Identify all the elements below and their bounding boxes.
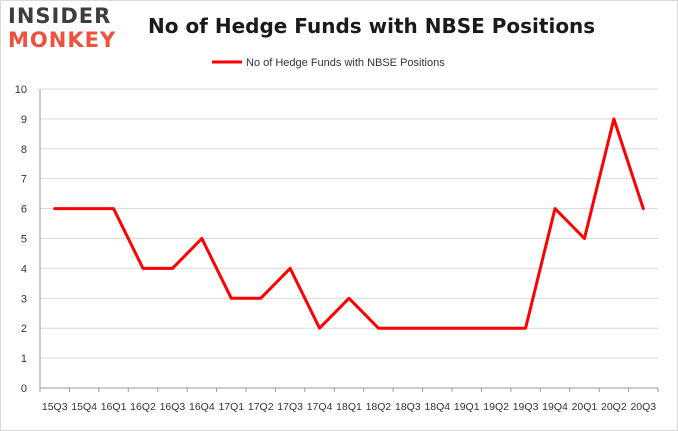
x-tick-label: 18Q2: [366, 401, 392, 413]
x-tick-label: 15Q4: [71, 401, 97, 413]
legend-label: No of Hedge Funds with NBSE Positions: [246, 57, 445, 69]
x-tick-label: 18Q4: [424, 401, 450, 413]
x-tick-label: 16Q2: [130, 401, 156, 413]
logo-line-2: MONKEY: [8, 28, 117, 52]
x-tick-label: 20Q1: [572, 401, 598, 413]
x-tick-label: 19Q3: [513, 401, 539, 413]
x-tick-labels: 15Q3 15Q4 16Q1 16Q2 16Q3 16Q4 17Q1 17Q2 17Q3 17Q4…: [42, 401, 656, 413]
y-tick-label: 7: [21, 174, 27, 186]
logo-line-1: INSIDER: [8, 4, 112, 28]
x-tick-label: 16Q3: [160, 401, 186, 413]
x-tick-label: 15Q3: [42, 401, 68, 413]
y-tick-labels: 0 1 2 3 4 5 6 7 8 9 10: [15, 84, 27, 395]
x-tick-label: 16Q1: [101, 401, 127, 413]
x-tick-label: 17Q3: [277, 401, 303, 413]
x-tick-label: 18Q1: [336, 401, 362, 413]
y-tick-label: 0: [21, 383, 27, 395]
x-tick-label: 20Q2: [601, 401, 627, 413]
insider-monkey-logo: INSIDER MONKEY: [8, 4, 130, 54]
x-tick-label: 18Q3: [395, 401, 421, 413]
y-tick-label: 2: [21, 323, 27, 335]
y-tick-label: 9: [21, 114, 27, 126]
x-tick-label: 20Q3: [630, 401, 656, 413]
y-tick-label: 6: [21, 204, 27, 216]
legend: No of Hedge Funds with NBSE Positions: [212, 57, 445, 69]
gridlines: [40, 88, 658, 359]
x-tick-label: 17Q2: [248, 401, 274, 413]
axes: [39, 89, 659, 392]
x-tick-label: 19Q2: [483, 401, 509, 413]
y-tick-label: 1: [21, 353, 27, 365]
series-line: [53, 117, 645, 330]
y-tick-label: 5: [21, 234, 27, 246]
x-tick-label: 19Q4: [542, 401, 568, 413]
y-tick-label: 4: [21, 263, 27, 275]
y-tick-label: 3: [21, 293, 27, 305]
series-lines: [53, 117, 645, 330]
x-tick-label: 17Q4: [307, 401, 333, 413]
x-tick-label: 17Q1: [218, 401, 244, 413]
chart-title: No of Hedge Funds with NBSE Positions: [148, 14, 596, 38]
y-tick-label: 10: [15, 84, 27, 96]
x-tick-label: 19Q1: [454, 401, 480, 413]
y-tick-label: 8: [21, 144, 27, 156]
x-tick-label: 16Q4: [189, 401, 215, 413]
